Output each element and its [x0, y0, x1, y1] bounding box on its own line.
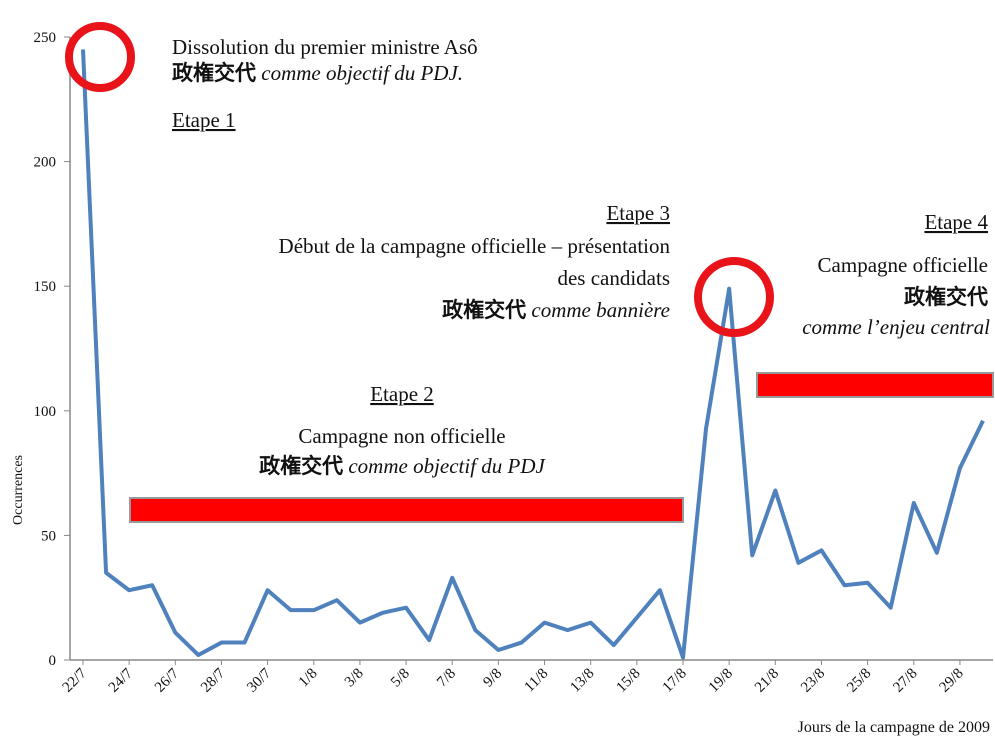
annotation-text: des candidats [557, 266, 670, 290]
annotations: Dissolution du premier ministre Asô 政権交代… [172, 35, 990, 478]
annotation-kanji: 政権交代 [172, 61, 256, 85]
x-tick-label: 9/8 [480, 666, 505, 691]
y-tick-label: 100 [34, 404, 57, 420]
x-tick-label: 23/8 [798, 666, 828, 696]
y-tick-label: 200 [34, 155, 57, 171]
x-tick-label: 24/7 [106, 665, 137, 696]
x-tick-label: 19/8 [706, 666, 736, 696]
x-tick-label: 26/7 [152, 665, 183, 696]
x-tick-label: 15/8 [614, 666, 644, 696]
x-tick-label: 17/8 [660, 666, 690, 696]
x-tick-label: 5/8 [388, 666, 413, 691]
annotation-text: 政権交代 comme objectif du PDJ. [172, 61, 463, 85]
x-tick-label: 28/7 [198, 665, 229, 696]
annotation-text: 政権交代 comme objectif du PDJ [259, 454, 546, 478]
data-line [81, 49, 985, 660]
x-tick-label: 25/8 [844, 666, 874, 696]
annotation-stage: Etape 3 [606, 201, 670, 225]
annotation-text: Dissolution du premier ministre Asô [172, 35, 478, 59]
annotation-italic: comme objectif du PDJ [348, 454, 546, 478]
annotation-text: Début de la campagne officielle – présen… [279, 234, 671, 258]
annotation-italic: comme objectif du PDJ. [261, 61, 463, 85]
annotation-stage: Etape 4 [924, 210, 988, 234]
y-tick-label: 0 [49, 653, 57, 669]
y-tick-label: 150 [34, 279, 57, 295]
stage-bar [756, 372, 994, 398]
x-tick-label: 11/8 [522, 666, 552, 696]
x-tick-label: 1/8 [296, 666, 321, 691]
annotation-text: Campagne non officielle [298, 424, 505, 448]
x-tick-label: 7/8 [434, 666, 459, 691]
annotation-italic: comme bannière [531, 298, 670, 322]
x-tick-label: 30/7 [244, 665, 275, 696]
annotation-stage: Etape 1 [172, 108, 236, 132]
highlight-circle [65, 22, 135, 92]
annotation-kanji: 政権交代 [259, 454, 343, 478]
y-tick-label: 250 [34, 30, 57, 46]
x-tick-label: 3/8 [342, 666, 367, 691]
annotation-kanji: 政権交代 [904, 285, 988, 309]
highlight-circle [694, 257, 774, 337]
stage-bar [129, 497, 684, 523]
y-tick-label: 50 [41, 528, 56, 544]
x-tick-label: 22/7 [60, 665, 91, 696]
x-tick-label: 21/8 [752, 666, 782, 696]
x-tick-label: 29/8 [937, 666, 967, 696]
annotation-kanji: 政権交代 [442, 298, 526, 322]
x-axis-label: Jours de la campagne de 2009 [798, 719, 990, 736]
annotation-stage: Etape 2 [370, 382, 434, 406]
y-axis-label: Occurrences [11, 455, 26, 525]
x-tick-label: 13/8 [567, 666, 597, 696]
annotation-text: 政権交代 comme bannière [442, 298, 670, 322]
x-tick-label: 27/8 [890, 666, 920, 696]
annotation-text: Campagne officielle [818, 253, 988, 277]
annotation-italic: comme l’enjeu central [802, 315, 990, 339]
